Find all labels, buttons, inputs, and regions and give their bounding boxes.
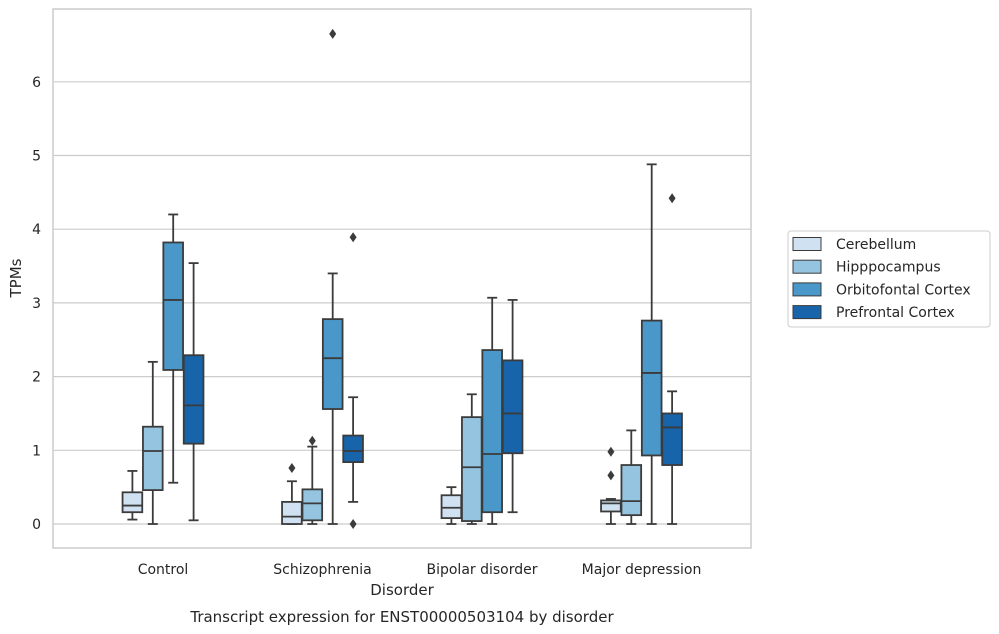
outlier-point [288,462,296,473]
box-0-3 [182,262,205,522]
box-iqr [162,241,184,371]
y-tick-label: 2 [32,370,41,386]
legend-label: Hipppocampus [836,260,941,276]
box-iqr [461,416,483,522]
box-iqr [182,354,205,445]
box-iqr [501,359,524,455]
box-0-2 [162,213,184,484]
box-iqr [600,499,622,513]
y-axis-label: TPMs [7,258,25,298]
box-2-3 [501,299,524,514]
x-tick-label: Bipolar disorder [426,562,537,578]
box-1-0 [281,462,303,525]
y-tick-label: 1 [32,443,41,459]
outlier-point [668,193,676,204]
legend-swatch [792,282,822,297]
legend-label: Orbitofontal Cortex [836,282,971,298]
outlier-point [607,446,615,457]
box-3-1 [620,429,643,525]
box-iqr [121,491,144,514]
box-0-0 [121,470,144,521]
box-3-2 [640,163,663,525]
box-iqr [620,464,643,517]
chart-title: Transcript expression for ENST0000050310… [189,608,614,626]
y-tick-label: 0 [32,517,41,533]
box-1-1 [301,435,324,525]
box-iqr [342,434,364,463]
y-tick-label: 3 [32,296,41,312]
x-tick-labels: Control Schizophrenia Bipolar disorder Majo… [138,562,702,578]
box-2-2 [481,296,503,525]
box-1-2 [321,28,344,525]
y-tick-label: 6 [32,75,41,91]
box-0-1 [142,360,164,525]
box-iqr [481,349,503,514]
outlier-point [308,435,316,446]
plot-frame [52,8,752,549]
box-2-1 [461,393,483,525]
legend-frame [787,230,991,328]
y-tick-label: 4 [32,222,41,238]
box-iqr [281,500,303,525]
y-tick-label: 5 [32,149,41,165]
outlier-point [349,232,357,243]
box-3-0 [600,446,622,525]
legend-swatch [792,237,822,251]
box-iqr [640,319,663,457]
legend-label: Cerebellum [836,237,916,253]
box-group [121,28,683,529]
box-2-0 [440,486,463,525]
outlier-point [349,519,357,529]
outlier-point [329,28,337,39]
box-iqr [321,318,344,410]
legend-swatch [792,259,822,274]
y-tick-labels: 0 1 2 3 4 5 6 [32,75,41,533]
box-iqr [440,494,463,520]
box-iqr [142,425,164,491]
outlier-point [607,470,615,481]
box-iqr [661,412,683,466]
x-tick-label: Control [138,562,189,578]
x-tick-label: Major depression [582,562,702,578]
legend-label: Prefrontal Cortex [836,305,955,321]
legend: Cerebellum Hipppocampus Orbitofontal Corte… [787,230,991,328]
box-iqr [301,488,324,522]
x-tick-label: Schizophrenia [273,562,371,578]
x-axis-label: Disorder [370,581,434,599]
box-3-3 [661,193,683,525]
legend-swatch [792,305,822,320]
box-1-3 [342,232,364,529]
